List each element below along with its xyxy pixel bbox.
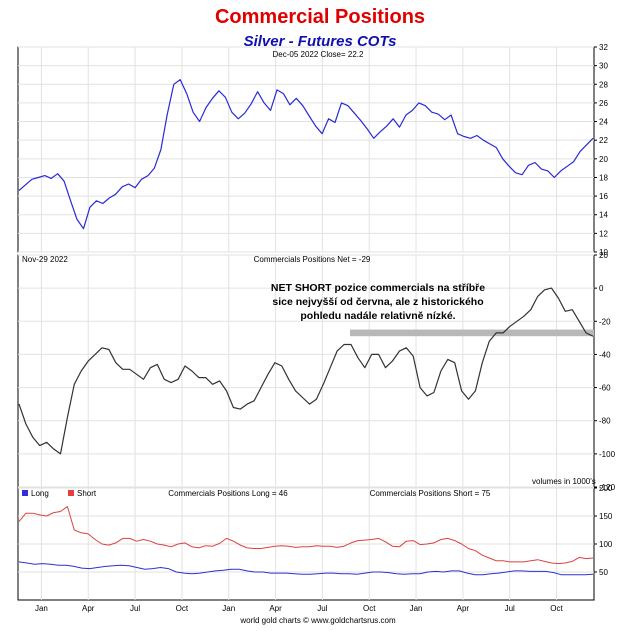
x-tick-label: Jul [130,604,140,613]
x-tick-label: Oct [176,604,189,613]
y-tick-label: 24 [599,118,608,127]
y-tick-label: 12 [599,229,608,238]
long-series-line [18,561,594,576]
price-panel-frame [17,46,595,253]
price-panel-title: Dec-05 2022 Close= 22.2 [273,50,365,59]
axis-ticks: Jan Apr Jul Oct Jan Apr Jul Oct Jan Apr Jul Oct 10 12… [35,43,616,613]
x-tick-label: Jul [317,604,327,613]
positions-title-long: Commercials Positions Long = 46 [168,489,288,498]
x-tick-label: Apr [457,604,470,613]
x-tick-label: Jan [222,604,235,613]
net-panel-title: Commercials Positions Net = -29 [254,255,371,264]
short-series-line [18,506,594,565]
y-tick-label: 14 [599,211,608,220]
y-tick-label: 28 [599,80,608,89]
chart-title: Commercial Positions [214,6,426,28]
x-tick-label: Jan [35,604,48,613]
series-layer [18,78,594,576]
y-tick-label: 16 [599,192,608,201]
x-tick-label: Apr [269,604,282,613]
x-tick-label: Oct [363,604,376,613]
net-panel-date: Nov-29 2022 [22,255,68,264]
net-footnote: volumes in 1000's [532,477,596,486]
y-tick-label: -100 [599,450,616,459]
y-tick-label: 22 [599,136,608,145]
x-tick-label: Oct [550,604,563,613]
y-tick-label: 200 [599,484,613,493]
footer-credit: world gold charts © www.goldchartsrus.co… [239,616,396,625]
y-tick-label: -40 [599,350,611,359]
y-tick-label: 100 [599,540,613,549]
y-tick-label: 26 [599,99,608,108]
legend-short-label: Short [77,489,97,498]
y-tick-label: 18 [599,173,608,182]
legend-long-swatch [22,490,28,496]
net-series-line [18,287,594,455]
y-tick-label: 30 [599,62,608,71]
y-tick-label: 20 [599,251,608,260]
annotation-note: NET SHORT pozice commercials na stříbře … [270,282,486,322]
y-tick-label: 32 [599,43,608,52]
legend-long-label: Long [31,489,49,498]
y-tick-label: -60 [599,384,611,393]
y-tick-label: -80 [599,417,611,426]
y-tick-label: -120 [599,483,616,492]
y-tick-label: 0 [599,284,604,293]
y-tick-label: 20 [599,155,608,164]
chart-subtitle: Silver - Futures COTs [243,33,397,50]
x-tick-label: Jul [505,604,515,613]
positions-title-short: Commercials Positions Short = 75 [370,489,491,498]
x-tick-label: Jan [410,604,423,613]
y-tick-label: 150 [599,512,613,521]
legend-short-swatch [68,490,74,496]
reference-band [350,329,594,337]
y-tick-label: -20 [599,317,611,326]
y-tick-label: 50 [599,568,608,577]
y-tick-label: 10 [599,248,608,257]
x-tick-label: Apr [82,604,95,613]
price-series-line [18,78,594,230]
gridlines [18,46,594,600]
